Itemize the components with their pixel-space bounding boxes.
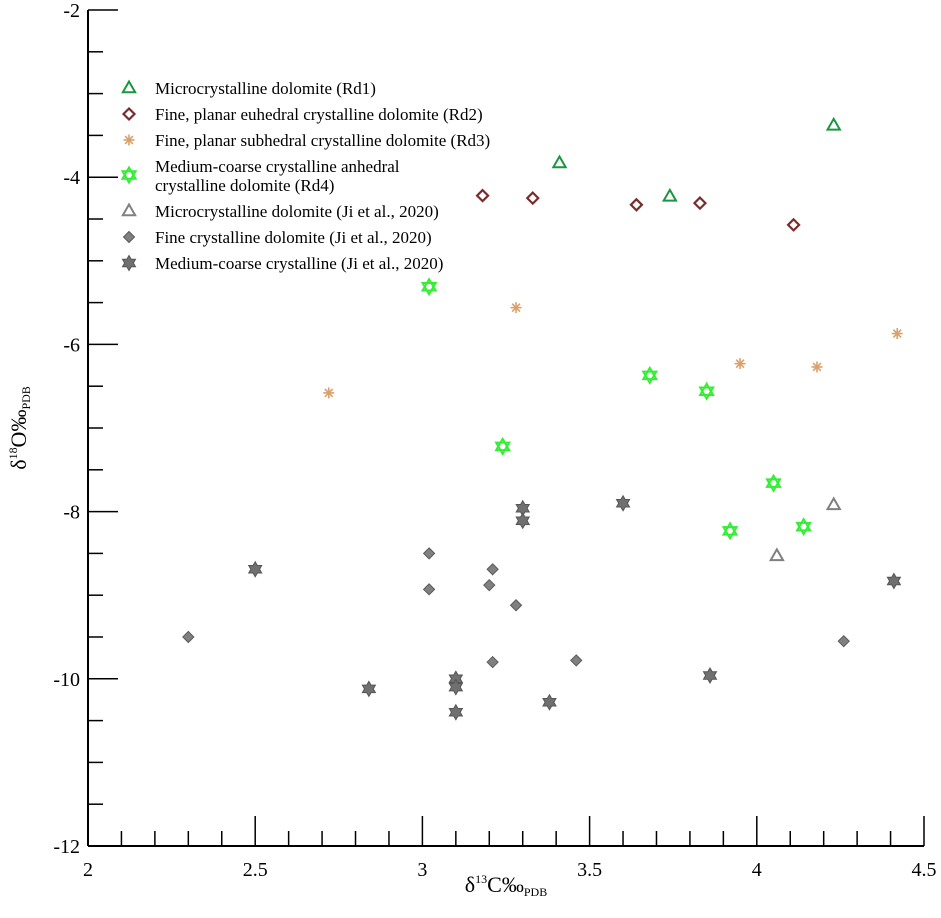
data-point [515, 512, 531, 530]
legend-entry-label: Microcrystalline dolomite (Ji et al., 20… [155, 202, 439, 221]
legend: Microcrystalline dolomite (Rd1) Fine, pla… [120, 79, 490, 273]
data-point [247, 560, 263, 578]
legend-entry-label: Fine crystalline dolomite (Ji et al., 20… [155, 228, 432, 247]
y-axis-label: δ18O‰PDB [6, 386, 33, 470]
y-tick-label: -12 [53, 836, 80, 858]
series-6 [182, 547, 850, 669]
y-tick-label: -2 [63, 0, 80, 22]
data-point [551, 154, 568, 169]
data-point [811, 361, 823, 373]
data-point [891, 328, 903, 340]
x-tick-label: 3.5 [577, 859, 602, 881]
series-3 [323, 302, 903, 399]
data-points [182, 116, 903, 721]
y-tick-label: -8 [63, 502, 80, 524]
data-point [615, 494, 631, 512]
data-point [734, 358, 746, 370]
legend-marker [121, 79, 137, 94]
data-point [825, 496, 842, 511]
data-point [510, 302, 522, 314]
y-tick-label: -10 [53, 669, 80, 691]
data-point [661, 187, 678, 202]
x-tick-label: 3 [417, 859, 427, 881]
data-point [486, 563, 499, 576]
data-point [509, 599, 523, 612]
legend-entry-label: Fine, planar subhedral crystalline dolom… [155, 131, 490, 150]
x-axis-label: δ13C‰PDB [465, 872, 547, 899]
data-point [323, 387, 335, 399]
legend-entry-label: Microcrystalline dolomite (Rd1) [155, 79, 376, 98]
data-point [448, 703, 464, 721]
data-point [422, 583, 436, 596]
data-point [765, 473, 782, 493]
legend-marker [123, 134, 135, 146]
data-point [420, 277, 438, 297]
series-4 [420, 277, 812, 541]
data-point [721, 521, 739, 541]
data-point [698, 381, 715, 401]
legend-entry-label: Fine, planar euhedral crystalline dolomi… [155, 105, 483, 124]
legend-entry-label: Medium-coarse crystalline (Ji et al., 20… [155, 254, 443, 273]
data-point [483, 578, 496, 592]
data-point [768, 547, 785, 562]
x-tick-label: 4.5 [912, 859, 937, 881]
y-tick-label: -4 [63, 167, 80, 189]
data-point [786, 217, 801, 232]
y-tick-label: -6 [63, 334, 80, 356]
data-point [692, 196, 708, 211]
legend-marker [120, 165, 138, 185]
legend-entry-label: Medium-coarse crystalline anhedral [155, 157, 400, 176]
legend-marker [122, 230, 136, 244]
data-point [629, 197, 644, 212]
data-point [825, 116, 842, 131]
legend-marker [121, 106, 137, 122]
data-point [361, 680, 377, 698]
data-point [494, 436, 511, 456]
legend-marker [121, 254, 137, 272]
data-point [641, 365, 659, 385]
axis-labels: δ13C‰PDB δ18O‰PDB [6, 386, 547, 899]
legend-marker [121, 202, 137, 217]
data-point [525, 191, 540, 206]
data-point [570, 654, 583, 667]
data-point [422, 547, 436, 560]
data-point [702, 666, 718, 684]
legend-entry-label: crystalline dolomite (Rd4) [155, 176, 334, 195]
x-tick-label: 4 [752, 859, 762, 881]
data-point [448, 678, 464, 696]
data-point [475, 188, 490, 203]
series-2 [475, 188, 801, 232]
axis-ticks: 2 2.5 3 3.5 4 4.5 -12 -10 -8 -6 -4 -2 [53, 0, 936, 881]
series-7 [247, 494, 902, 721]
series-5 [768, 496, 842, 562]
data-point [795, 517, 812, 537]
x-tick-label: 2.5 [243, 859, 268, 881]
data-point [182, 630, 195, 644]
data-point [542, 693, 557, 711]
x-tick-label: 2 [83, 859, 93, 881]
data-point [837, 634, 850, 648]
data-point [886, 572, 902, 590]
series-1 [551, 116, 842, 202]
data-point [486, 655, 499, 669]
